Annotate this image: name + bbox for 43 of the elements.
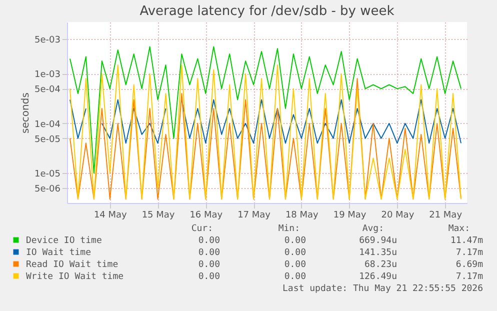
x-tick-label: 14 May — [94, 210, 128, 220]
y-tick-label: 5e-03 — [34, 36, 60, 46]
text: 0.00 — [284, 248, 306, 258]
y-tick-label: 1e-04 — [34, 120, 61, 130]
x-tick-label: 17 May — [238, 210, 272, 220]
text: Min: — [278, 224, 300, 234]
x-tick-label: 16 May — [190, 210, 224, 220]
text: 0.00 — [284, 272, 306, 282]
y-tick-label: 5e-04 — [34, 85, 61, 96]
legend-label: Write IO Wait time — [26, 272, 124, 282]
text: 7.17m — [456, 248, 483, 258]
x-tick-label: 21 May — [429, 210, 463, 220]
text: 11.47m — [450, 236, 483, 246]
y-axis-title: seconds — [20, 92, 32, 134]
x-tick-label: 18 May — [285, 210, 320, 220]
y-tick-label: 5e-06 — [34, 184, 61, 195]
text: 0.00 — [284, 260, 306, 270]
text: 0.00 — [198, 260, 220, 270]
y-tick-label: 5e-05 — [34, 134, 60, 145]
chart-title: Average latency for /dev/sdb - by week — [140, 4, 395, 19]
text: 0.00 — [198, 272, 220, 282]
line-series — [69, 46, 462, 174]
text: Cur: — [191, 224, 213, 234]
legend-label: Device IO time — [26, 236, 102, 246]
text: Avg: — [362, 224, 384, 234]
text: 0.00 — [198, 248, 220, 258]
text: 126.49u — [359, 272, 397, 282]
x-tick-label: 15 May — [142, 210, 176, 220]
text: 0.00 — [284, 236, 306, 246]
x-tick-label: 20 May — [381, 210, 415, 220]
text: 7.17m — [456, 272, 483, 282]
text: 6.69m — [456, 260, 483, 270]
text: 669.94u — [359, 236, 397, 246]
x-tick-label: 19 May — [333, 210, 367, 220]
text: 68.23u — [364, 260, 397, 270]
legend-label: Read IO Wait time — [26, 260, 118, 270]
text: Max: — [448, 224, 470, 234]
text: 0.00 — [198, 236, 220, 246]
y-tick-label: 1e-03 — [34, 70, 60, 80]
text: Last update: Thu May 21 22:55:55 2026 — [282, 284, 483, 294]
y-tick-label: 1e-05 — [34, 170, 60, 180]
text: 141.35u — [359, 248, 397, 258]
legend-label: IO Wait time — [26, 248, 92, 258]
